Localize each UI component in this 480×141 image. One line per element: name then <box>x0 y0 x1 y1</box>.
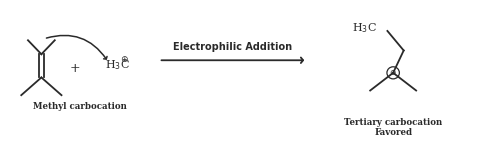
Text: $\oplus$: $\oplus$ <box>120 54 129 64</box>
Text: Methyl carbocation: Methyl carbocation <box>33 102 127 111</box>
Text: Electrophilic Addition: Electrophilic Addition <box>173 42 292 52</box>
Text: Favored: Favored <box>374 128 412 137</box>
Text: Tertiary carbocation: Tertiary carbocation <box>344 118 442 127</box>
Text: +: + <box>70 62 80 75</box>
Text: H$_3$C: H$_3$C <box>352 21 377 35</box>
Text: $\oplus$: $\oplus$ <box>389 68 397 77</box>
Text: H$_3$C: H$_3$C <box>105 58 130 72</box>
